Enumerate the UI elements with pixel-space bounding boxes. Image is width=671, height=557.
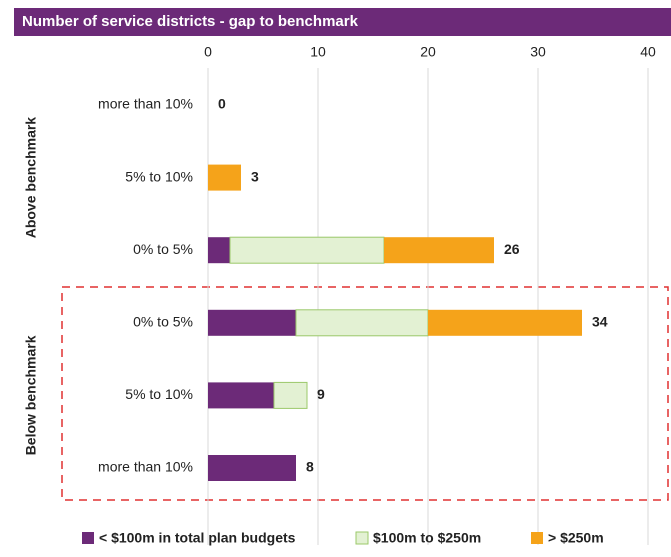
bar-segment [295, 309, 429, 337]
chart-title: Number of service districts - gap to ben… [22, 13, 359, 30]
x-tick-label: 10 [310, 44, 326, 60]
legend-swatch [531, 532, 543, 544]
legend-label: $100m to $250m [373, 530, 481, 546]
y-tick-label: 0% to 5% [133, 241, 193, 257]
group-label: Above benchmark [23, 117, 39, 239]
bar-segment [208, 455, 296, 481]
total-label: 8 [306, 459, 314, 475]
title-bar [14, 8, 671, 36]
y-tick-label: 5% to 10% [125, 168, 193, 184]
legend-swatch [355, 531, 369, 545]
y-tick-label: 0% to 5% [133, 314, 193, 330]
x-tick-label: 40 [640, 44, 656, 60]
x-tick-label: 30 [530, 44, 546, 60]
y-tick-label: more than 10% [98, 459, 193, 475]
group-label: Below benchmark [23, 335, 39, 455]
bar-segment [229, 236, 385, 264]
legend-swatch [82, 532, 94, 544]
bar-segment [208, 164, 241, 191]
highlight-box [61, 286, 669, 501]
bar-segment [384, 237, 494, 264]
total-label: 9 [317, 386, 325, 402]
y-tick-label: more than 10% [98, 96, 193, 112]
bar-segment [208, 382, 274, 409]
total-label: 3 [251, 168, 259, 184]
x-tick-label: 20 [420, 44, 436, 60]
total-label: 34 [592, 314, 608, 330]
legend-label: < $100m in total plan budgets [99, 530, 296, 546]
legend-label: > $250m [548, 530, 604, 546]
bar-segment [208, 237, 230, 264]
total-label: 26 [504, 241, 520, 257]
x-tick-label: 0 [204, 44, 212, 60]
bar-segment [428, 309, 582, 336]
bar-segment [273, 381, 308, 409]
bar-segment [208, 309, 296, 336]
total-label: 0 [218, 96, 226, 112]
y-tick-label: 5% to 10% [125, 386, 193, 402]
